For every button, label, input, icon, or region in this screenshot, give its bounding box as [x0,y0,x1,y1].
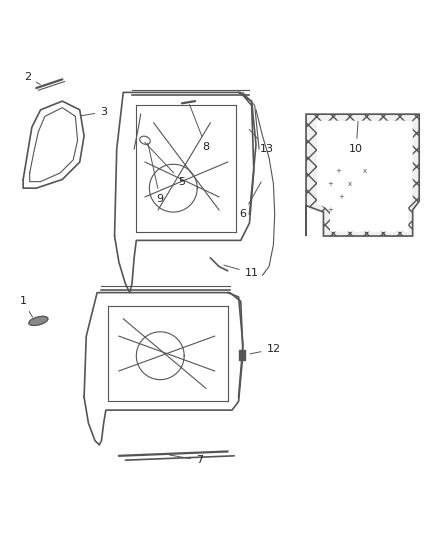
Text: x: x [347,181,352,187]
Text: 13: 13 [249,130,274,154]
Polygon shape [306,114,419,236]
Text: 3: 3 [80,107,107,117]
Bar [239,351,245,360]
Polygon shape [317,120,413,232]
Text: 10: 10 [349,122,363,154]
Text: 11: 11 [224,265,259,278]
Text: 8: 8 [190,104,209,152]
Text: +: + [338,194,344,200]
Text: +: + [336,168,342,174]
Text: +: + [327,181,333,187]
Ellipse shape [29,317,48,326]
Text: 2: 2 [24,72,40,85]
Text: x: x [363,168,367,174]
Text: 12: 12 [250,344,280,354]
Text: 1: 1 [20,296,32,317]
Text: 9: 9 [148,143,164,204]
Text: +: + [327,207,333,213]
Text: 6: 6 [240,182,261,219]
Text: 7: 7 [170,455,203,465]
Text: 5: 5 [145,142,186,187]
